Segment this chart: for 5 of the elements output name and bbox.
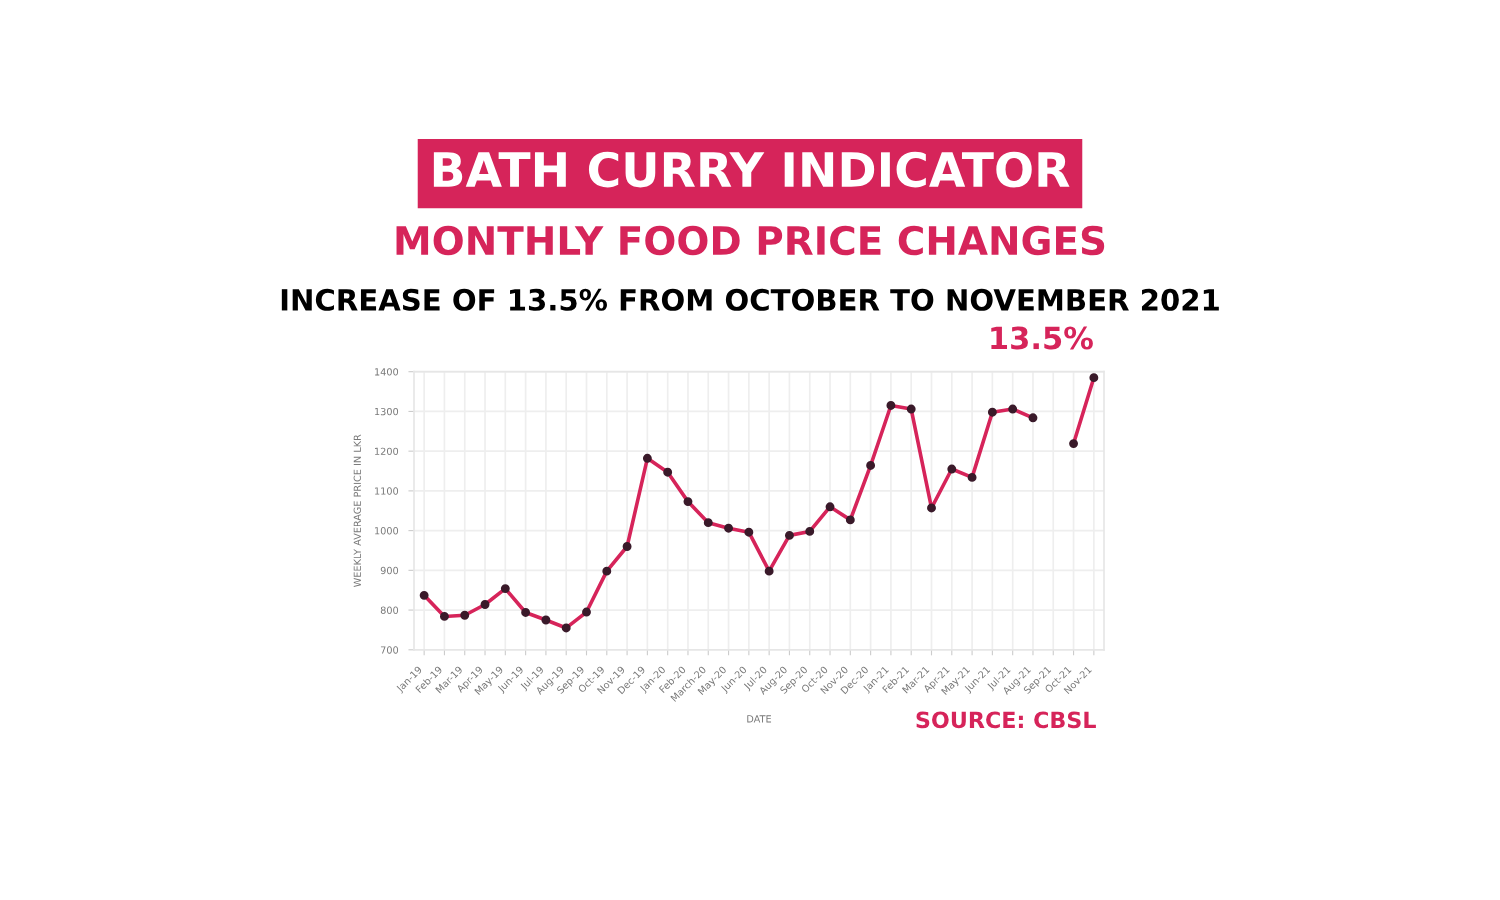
source-note: SOURCE: CBSL: [916, 711, 1096, 729]
chart-title: BATH CURRY INDICATOR: [433, 151, 1070, 188]
chart-subtitle: MONTHLY FOOD PRICE CHANGES: [396, 225, 1105, 256]
annotation: 13.5%: [991, 326, 1093, 350]
text: INCREASE OF 13.5% FROM OCTOBER TO NOVEMBER 2021: [281, 288, 1219, 311]
